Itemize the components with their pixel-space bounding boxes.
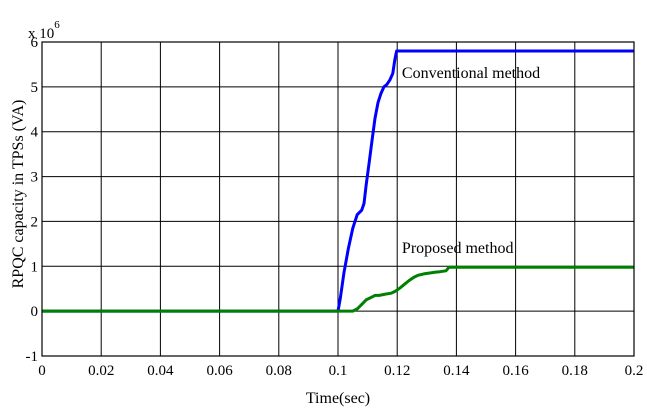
series-line-proposed-method [42, 265, 634, 313]
x-axis-title: Time(sec) [306, 390, 370, 407]
y-tick-label-3: 2 [31, 214, 39, 230]
x-tick-label-7: 0.14 [443, 363, 470, 379]
annotation-0: Conventional method [402, 65, 540, 82]
y-tick-label-2: 1 [31, 259, 39, 275]
y-multiplier-exponent: 6 [54, 19, 60, 31]
series-line-conventional-method [42, 49, 634, 313]
x-tick-label-3: 0.06 [206, 363, 233, 379]
y-multiplier-base: x 10 [28, 26, 54, 42]
annotations: Conventional method Proposed method [402, 65, 540, 257]
x-tick-label-8: 0.16 [502, 363, 529, 379]
y-tick-label-0: -1 [26, 349, 39, 365]
x-tick-label-6: 0.12 [384, 363, 410, 379]
y-tick-label-5: 4 [31, 125, 39, 141]
series-layer [42, 49, 634, 313]
y-tick-label-1: 0 [31, 304, 39, 320]
y-tick-label-7: 6 [31, 35, 39, 51]
x-tick-label-1: 0.02 [88, 363, 114, 379]
y-axis-title: RPQC capacity in TPSs (VA) [10, 100, 27, 289]
x-tick-label-2: 0.04 [147, 363, 174, 379]
x-tick-label-10: 0.2 [625, 363, 644, 379]
x-tick-label-0: 0 [38, 363, 46, 379]
x-tick-label-4: 0.08 [266, 363, 292, 379]
y-tick-label-4: 3 [31, 170, 39, 186]
x-tick-label-5: 0.1 [329, 363, 348, 379]
annotation-1: Proposed method [402, 240, 514, 257]
x-tick-label-9: 0.18 [562, 363, 588, 379]
y-axis-multiplier: x 106 [28, 19, 60, 42]
plot-frame [41, 41, 635, 357]
y-tick-labels: -1 0 1 2 3 4 5 6 [26, 35, 39, 365]
x-tick-labels: 0 0.02 0.04 0.06 0.08 0.1 0.12 0.14 0.16 0.18 0.2 [38, 363, 643, 379]
y-tick-label-6: 5 [31, 80, 39, 96]
